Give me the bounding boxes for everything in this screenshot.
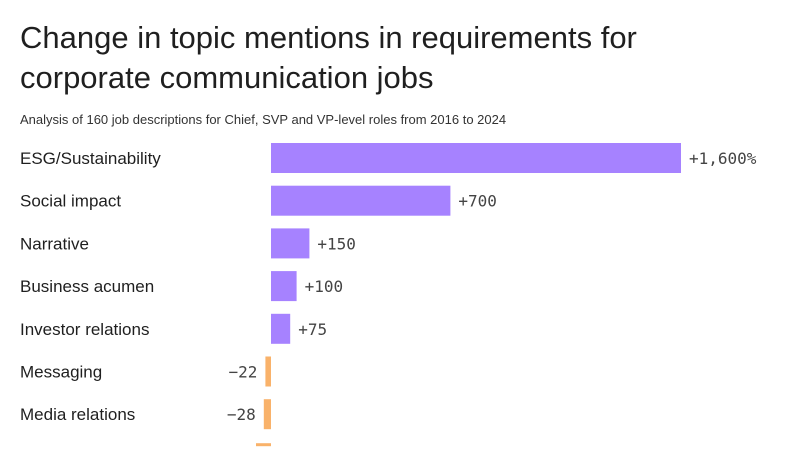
category-label: ESG/Sustainability <box>20 149 161 168</box>
zero-baseline-tick <box>256 443 271 447</box>
value-label: +75 <box>298 320 327 339</box>
value-label: +100 <box>305 277 344 296</box>
bar-1 <box>271 185 451 216</box>
value-label: −22 <box>228 363 257 382</box>
category-label: Social impact <box>20 192 121 211</box>
bar-2 <box>271 228 310 259</box>
value-label: +700 <box>458 192 497 211</box>
value-label: −28 <box>227 405 256 424</box>
bar-6 <box>263 399 271 430</box>
category-label: Messaging <box>20 363 102 382</box>
value-label: +150 <box>317 234 356 253</box>
chart-subtitle: Analysis of 160 job descriptions for Chi… <box>20 112 507 127</box>
category-label: Business acumen <box>20 277 154 296</box>
bar-3 <box>271 271 297 302</box>
category-label: Investor relations <box>20 320 149 339</box>
category-label: Media relations <box>20 405 135 424</box>
chart-title: Change in topic mentions in requirements… <box>20 20 637 95</box>
bar-4 <box>271 313 291 344</box>
value-label: +1,600% <box>689 149 757 168</box>
bar-5 <box>265 356 271 387</box>
bar-0 <box>271 143 681 173</box>
category-label: Narrative <box>20 234 89 253</box>
